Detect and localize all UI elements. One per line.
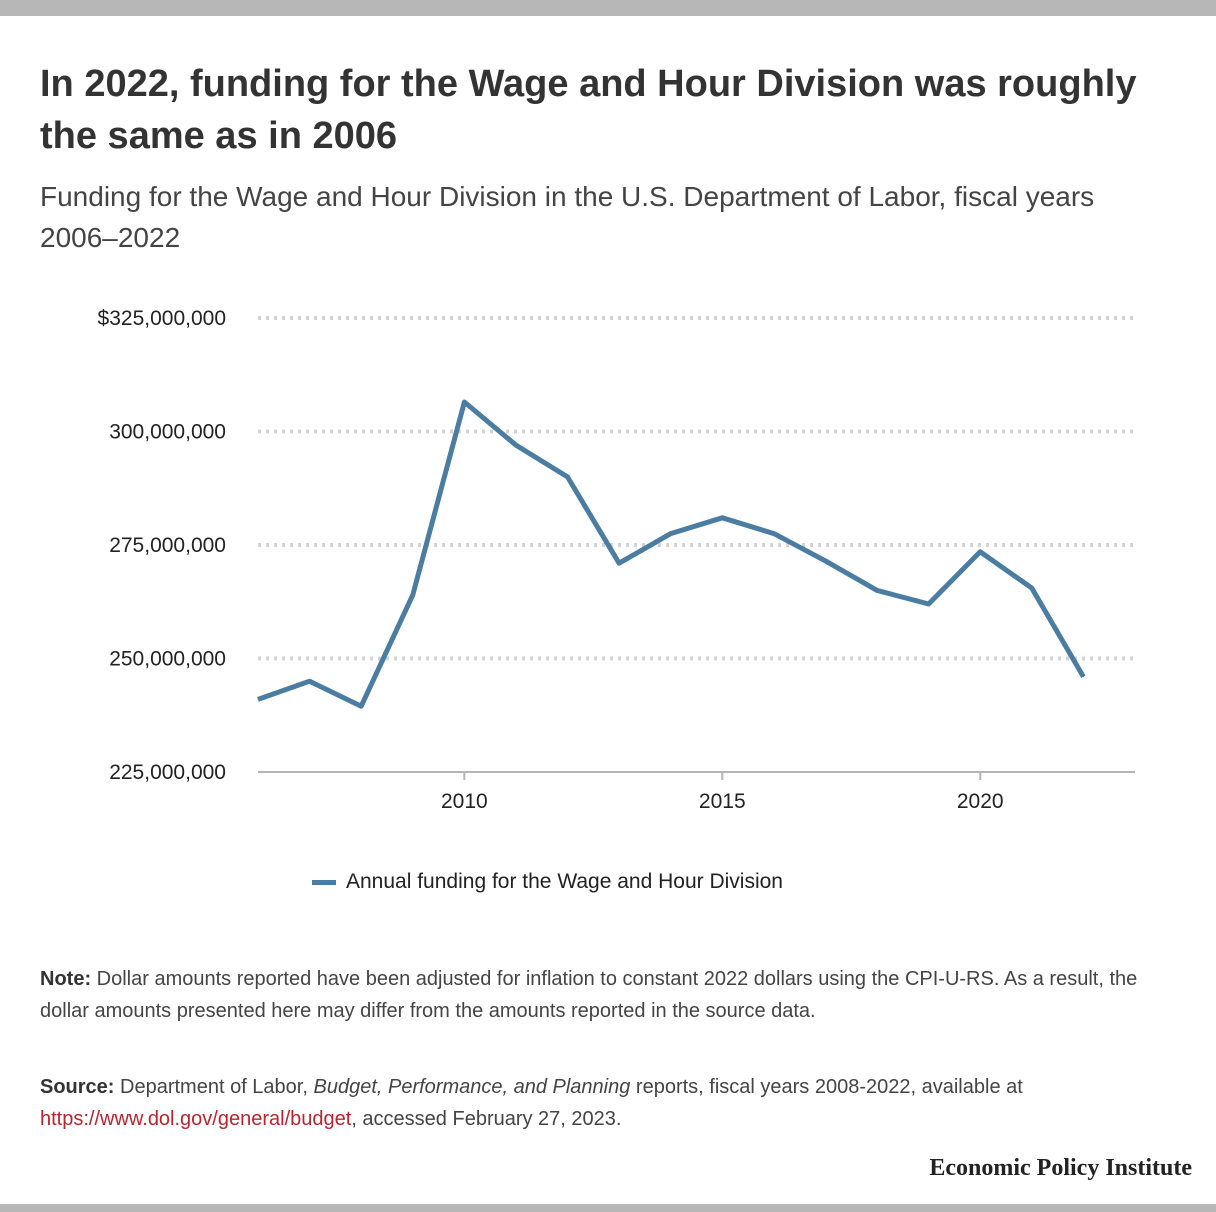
y-tick-label: 300,000,000 — [109, 421, 226, 444]
data-point — [309, 680, 311, 682]
chart-note: Note: Dollar amounts reported have been … — [40, 963, 1185, 1027]
bottom-border-bar — [0, 1204, 1216, 1212]
note-text: Dollar amounts reported have been adjust… — [40, 968, 1138, 1022]
y-tick-label: 250,000,000 — [109, 648, 226, 671]
gridlines — [258, 316, 1135, 661]
data-point — [670, 533, 672, 535]
source-report-title: Budget, Performance, and Planning — [313, 1076, 631, 1098]
y-tick-label: 275,000,000 — [109, 534, 226, 557]
y-axis-tick-labels: $325,000,000 300,000,000 275,000,000 250,00… — [98, 307, 226, 784]
note-label: Note: — [40, 968, 92, 990]
data-point — [1031, 587, 1033, 589]
data-point — [618, 562, 620, 564]
legend-label: Annual funding for the Wage and Hour Div… — [346, 870, 783, 893]
source-text-3: , accessed February 27, 2023. — [351, 1108, 622, 1130]
data-point — [773, 533, 775, 535]
chart-subtitle: Funding for the Wage and Hour Division i… — [40, 181, 1095, 253]
data-point — [567, 476, 569, 478]
chart-legend: Annual funding for the Wage and Hour Div… — [312, 868, 783, 896]
line-chart: $325,000,000 300,000,000 275,000,000 250,00… — [98, 307, 1135, 813]
source-text-1: Department of Labor, — [114, 1076, 314, 1098]
legend-swatch — [312, 879, 336, 885]
data-point — [257, 698, 259, 700]
chart-title: In 2022, funding for the Wage and Hour D… — [40, 63, 1137, 157]
data-point — [515, 444, 517, 446]
source-text-2: reports, fiscal years 2008-2022, availab… — [630, 1076, 1023, 1098]
data-point — [824, 560, 826, 562]
y-tick-label: $325,000,000 — [98, 307, 226, 330]
data-point — [979, 551, 981, 553]
data-point — [1082, 676, 1084, 678]
series-line — [257, 399, 1086, 709]
x-tick-label: 2020 — [957, 790, 1004, 813]
x-axis-tick-labels: 2010 2015 2020 — [441, 790, 1004, 813]
data-point — [360, 705, 362, 707]
source-label: Source: — [40, 1076, 115, 1098]
chart-source: Source: Department of Labor, Budget, Per… — [40, 1071, 1185, 1135]
source-link[interactable]: https://www.dol.gov/general/budget — [40, 1108, 352, 1130]
x-tick-label: 2015 — [699, 790, 746, 813]
top-border-bar — [0, 0, 1216, 16]
y-tick-label: 225,000,000 — [109, 761, 226, 784]
data-point — [412, 594, 414, 596]
x-axis — [258, 771, 1135, 780]
publisher-logo-text: Economic Policy Institute — [929, 1155, 1192, 1181]
data-point — [463, 401, 465, 403]
data-point — [928, 603, 930, 605]
data-point — [876, 589, 878, 591]
x-tick-label: 2010 — [441, 790, 488, 813]
series-lines — [257, 399, 1086, 709]
data-point — [721, 517, 723, 519]
